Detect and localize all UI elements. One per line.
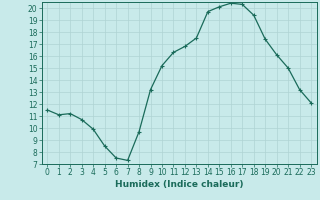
X-axis label: Humidex (Indice chaleur): Humidex (Indice chaleur)	[115, 180, 244, 189]
